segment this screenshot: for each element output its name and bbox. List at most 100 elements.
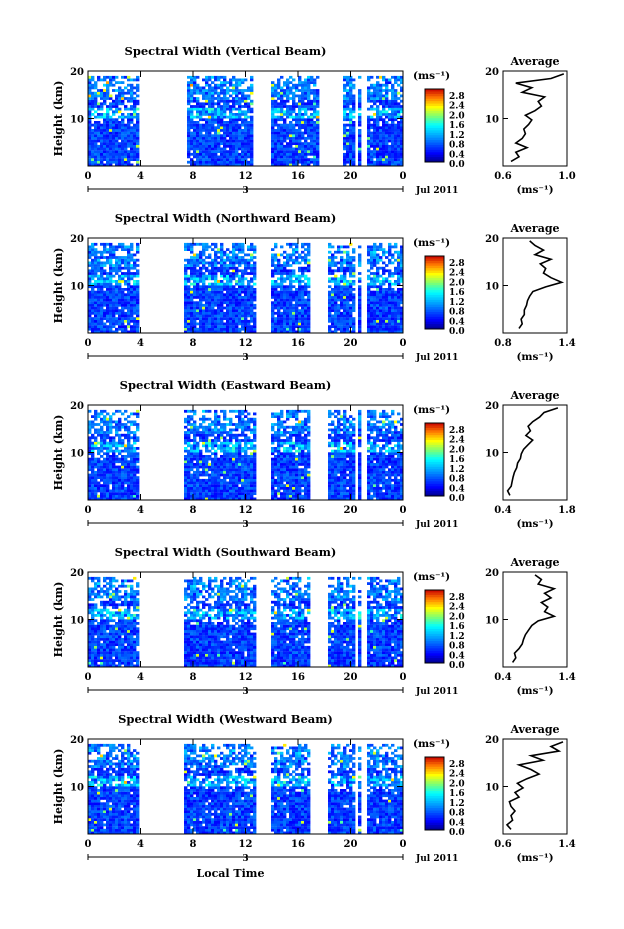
- heatmap-cell: [109, 460, 113, 464]
- heatmap-cell: [244, 144, 248, 148]
- heatmap-cell: [97, 75, 101, 79]
- heatmap-cell: [343, 144, 347, 148]
- heatmap-cell: [346, 256, 350, 259]
- heatmap-cell: [109, 425, 113, 429]
- heatmap-cell: [370, 75, 374, 79]
- heatmap-cell: [208, 298, 212, 302]
- heatmap-cell: [352, 274, 356, 278]
- heatmap-cell: [370, 123, 374, 127]
- heatmap-cell: [229, 110, 233, 114]
- heatmap-cell: [298, 105, 302, 108]
- heatmap-cell: [124, 298, 128, 302]
- heatmap-cell: [289, 136, 293, 140]
- heatmap-cell: [97, 415, 101, 418]
- heatmap-cell: [94, 497, 98, 501]
- heatmap-cell: [295, 274, 299, 278]
- heatmap-cell: [112, 441, 116, 445]
- heatmap-cell: [214, 290, 218, 294]
- heatmap-cell: [280, 306, 284, 310]
- heatmap-cell: [88, 317, 92, 320]
- heatmap-cell: [97, 428, 101, 432]
- heatmap-cell: [385, 113, 389, 116]
- heatmap-cell: [88, 115, 92, 119]
- heatmap-cell: [244, 322, 248, 326]
- heatmap-cell: [118, 309, 122, 312]
- heatmap-cell: [394, 75, 398, 79]
- heatmap-cell: [211, 322, 215, 326]
- heatmap-cell: [187, 409, 191, 413]
- heatmap-cell: [304, 298, 308, 302]
- heatmap-cell: [226, 86, 230, 90]
- heatmap-cell: [190, 486, 194, 490]
- heatmap-cell: [382, 144, 386, 148]
- profile-x-tick-label: 0.6: [494, 171, 511, 182]
- heatmap-cell: [271, 288, 275, 291]
- heatmap-cell: [280, 322, 284, 326]
- heatmap-cell: [235, 94, 239, 98]
- heatmap-cell: [313, 163, 317, 167]
- heatmap-cell: [214, 75, 218, 79]
- heatmap-cell: [283, 256, 287, 259]
- heatmap-cell: [94, 409, 98, 413]
- heatmap-cell: [187, 439, 191, 442]
- heatmap-cell: [100, 431, 104, 434]
- heatmap-cell: [292, 317, 296, 320]
- heatmap-cell: [100, 264, 104, 267]
- heatmap-cell: [94, 272, 98, 275]
- heatmap-cell: [190, 158, 194, 161]
- heatmap-cell: [277, 163, 281, 167]
- heatmap-cell: [358, 115, 362, 119]
- heatmap-cell: [247, 134, 251, 138]
- heatmap-cell: [346, 155, 350, 159]
- heatmap-cell: [103, 285, 107, 289]
- heatmap-cell: [241, 139, 245, 143]
- heatmap-cell: [274, 288, 278, 291]
- heatmap-cell: [193, 457, 197, 461]
- heatmap-cell: [88, 269, 92, 273]
- heatmap-cell: [274, 155, 278, 159]
- heatmap-cell: [253, 293, 257, 297]
- heatmap-cell: [115, 444, 119, 448]
- heatmap-cell: [91, 134, 95, 138]
- heatmap-cell: [229, 113, 233, 116]
- heatmap-cell: [238, 113, 242, 116]
- heatmap-cell: [328, 290, 332, 294]
- heatmap-cell: [349, 274, 353, 278]
- heatmap-cell: [289, 317, 293, 320]
- heatmap-cell: [193, 123, 197, 127]
- heatmap-cell: [196, 102, 200, 106]
- heatmap-cell: [295, 86, 299, 90]
- heatmap-cell: [247, 86, 251, 90]
- heatmap-cell: [301, 113, 305, 116]
- heatmap-cell: [88, 476, 92, 479]
- heatmap-cell: [127, 136, 131, 140]
- heatmap-cell: [208, 89, 212, 92]
- heatmap-cell: [112, 158, 116, 161]
- heatmap-cell: [292, 306, 296, 310]
- heatmap-cell: [388, 139, 392, 143]
- y-tick-label: 20: [70, 67, 84, 78]
- heatmap-cell: [274, 131, 278, 135]
- heatmap-cell: [346, 261, 350, 265]
- heatmap-cell: [217, 136, 221, 140]
- heatmap-cell: [376, 277, 380, 281]
- heatmap-cell: [118, 409, 122, 413]
- heatmap-cell: [196, 330, 200, 334]
- heatmap-cell: [118, 492, 122, 495]
- heatmap-cell: [349, 298, 353, 302]
- heatmap-cell: [337, 250, 341, 254]
- heatmap-cell: [286, 256, 290, 259]
- heatmap-cell: [385, 303, 389, 307]
- heatmap-cell: [277, 147, 281, 151]
- heatmap-cell: [136, 293, 140, 297]
- heatmap-cell: [88, 303, 92, 307]
- heatmap-cell: [385, 325, 389, 328]
- heatmap-cell: [202, 147, 206, 151]
- heatmap-cell: [274, 147, 278, 151]
- heatmap-cell: [343, 142, 347, 145]
- heatmap-cell: [211, 248, 215, 251]
- heatmap-cell: [310, 99, 314, 103]
- heatmap-cell: [136, 317, 140, 320]
- heatmap-cell: [121, 463, 125, 466]
- heatmap-cell: [127, 266, 131, 270]
